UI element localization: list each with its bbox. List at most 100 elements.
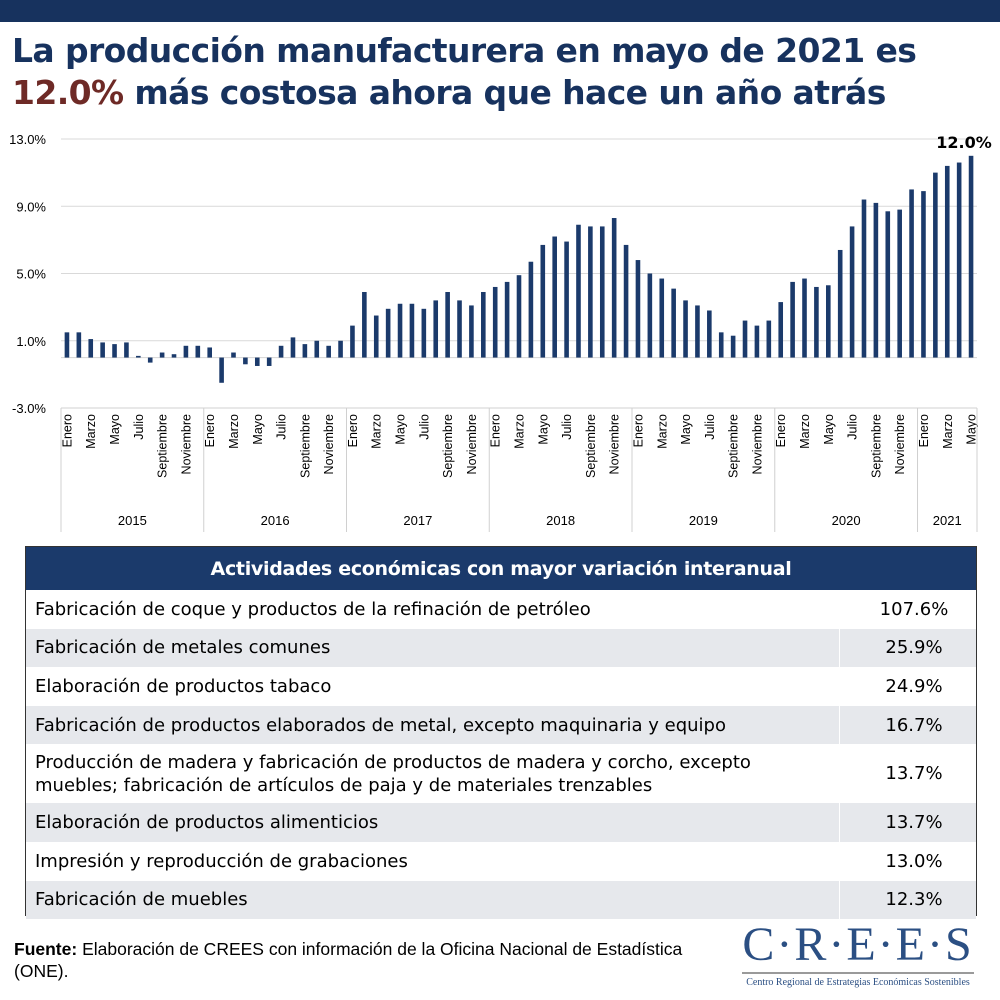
x-month-label: Julio <box>846 414 860 440</box>
bar <box>481 291 486 358</box>
x-year-label: 2015 <box>118 513 147 528</box>
bar <box>944 165 950 358</box>
table-row: Impresión y reproducción de grabaciones 1… <box>26 841 976 881</box>
activity-value: 25.9% <box>885 637 943 659</box>
x-year-label: 2016 <box>261 513 290 528</box>
source-label: Fuente: <box>14 939 78 959</box>
bar <box>492 286 498 358</box>
bar <box>671 288 676 358</box>
table-header: Actividades económicas con mayor variaci… <box>26 547 976 590</box>
x-year-label: 2019 <box>689 513 718 528</box>
activity-name: Producción de madera y fabricación de pr… <box>26 744 840 804</box>
bar <box>504 281 510 358</box>
bar <box>457 300 462 358</box>
x-month-label: Enero <box>346 414 360 447</box>
bar <box>885 211 891 358</box>
bar <box>778 302 784 358</box>
bar <box>362 291 367 358</box>
source-text: Elaboración de CREES con información de … <box>14 939 683 981</box>
top-banner <box>0 0 1000 22</box>
x-month-label: Marzo <box>513 414 527 449</box>
activity-value: 12.3% <box>885 889 943 911</box>
y-tick-label: 13.0% <box>9 132 46 147</box>
bar <box>266 357 272 366</box>
x-month-label: Marzo <box>227 414 241 449</box>
bar <box>290 337 296 358</box>
bar <box>599 226 605 358</box>
bar <box>861 199 867 358</box>
table-row: Elaboración de productos alimenticios 13.… <box>26 803 976 842</box>
bar <box>909 189 914 358</box>
bar <box>576 224 581 358</box>
x-month-label: Mayo <box>822 414 836 445</box>
bar <box>921 191 926 358</box>
bar <box>183 345 189 358</box>
bar <box>207 347 213 358</box>
activity-value: 13.0% <box>885 850 943 872</box>
bar <box>552 236 557 358</box>
bar <box>754 325 760 358</box>
x-year-label: 2020 <box>832 513 861 528</box>
y-tick-label: -3.0% <box>12 401 46 416</box>
logo-subtitle: Centro Regional de Estrategias Económica… <box>746 977 970 988</box>
bar <box>742 320 748 358</box>
source-note: Fuente: Elaboración de CREES con informa… <box>14 938 714 982</box>
bar <box>635 260 641 358</box>
activity-value: 16.7% <box>885 714 943 736</box>
bar <box>730 335 736 358</box>
bar <box>171 354 177 358</box>
activity-name: Elaboración de productos alimenticios <box>26 803 840 842</box>
bar <box>278 345 284 358</box>
y-tick-label: 9.0% <box>16 199 46 214</box>
activity-value: 13.7% <box>885 763 943 785</box>
activity-value: 13.7% <box>885 812 943 834</box>
bar <box>837 249 843 358</box>
x-month-label: Enero <box>489 414 503 447</box>
x-month-label: Mayo <box>394 414 408 445</box>
bar <box>338 340 343 358</box>
bar <box>243 357 248 365</box>
bar <box>707 310 712 358</box>
logo-divider <box>742 972 974 974</box>
x-month-label: Septiembre <box>727 414 741 478</box>
bar <box>385 308 391 358</box>
activity-name: Elaboración de productos tabaco <box>26 667 840 706</box>
bar <box>695 305 700 358</box>
title-line-2: más costosa ahora que hace un año atrás <box>123 73 886 112</box>
x-month-label: Enero <box>203 414 217 447</box>
bar <box>64 332 70 358</box>
bar <box>195 345 201 358</box>
table-row: Fabricación de metales comunes 25.9% <box>26 628 976 668</box>
table-row: Fabricación de coque y productos de la r… <box>26 590 976 629</box>
crees-logo: C·R·E·E·S Centro Regional de Estrategias… <box>738 920 978 992</box>
activity-name: Fabricación de muebles <box>26 880 840 920</box>
bar <box>100 342 105 358</box>
bar <box>397 303 403 358</box>
data-label-last: 12.0% <box>936 133 992 152</box>
bar <box>790 281 795 358</box>
bar <box>849 226 855 358</box>
bar <box>516 275 522 358</box>
x-month-label: Enero <box>60 414 74 447</box>
x-month-label: Noviembre <box>608 414 622 474</box>
logo-wordmark: C·R·E·E·S <box>742 918 974 971</box>
bar <box>409 303 415 358</box>
bar <box>540 244 546 358</box>
page-title: La producción manufacturera en mayo de 2… <box>12 30 992 114</box>
bar <box>124 342 129 358</box>
bar <box>659 278 665 358</box>
bar-chart: -3.0% 1.0% 5.0% 9.0% 13.0% 12.0% Enero Marzo May… <box>9 132 992 532</box>
bar <box>802 278 807 358</box>
x-month-label: Marzo <box>655 414 669 449</box>
bar <box>766 320 772 358</box>
y-tick-label: 5.0% <box>16 267 46 282</box>
table-row: Producción de madera y fabricación de pr… <box>26 744 976 804</box>
activity-value: 24.9% <box>885 675 943 697</box>
table-row: Fabricación de productos elaborados de m… <box>26 705 976 745</box>
bar <box>350 325 355 358</box>
bar <box>825 285 831 358</box>
activity-name: Impresión y reproducción de grabaciones <box>26 841 840 881</box>
x-month-label: Julio <box>275 414 289 440</box>
x-month-label: Marzo <box>84 414 98 449</box>
bar <box>897 209 902 358</box>
